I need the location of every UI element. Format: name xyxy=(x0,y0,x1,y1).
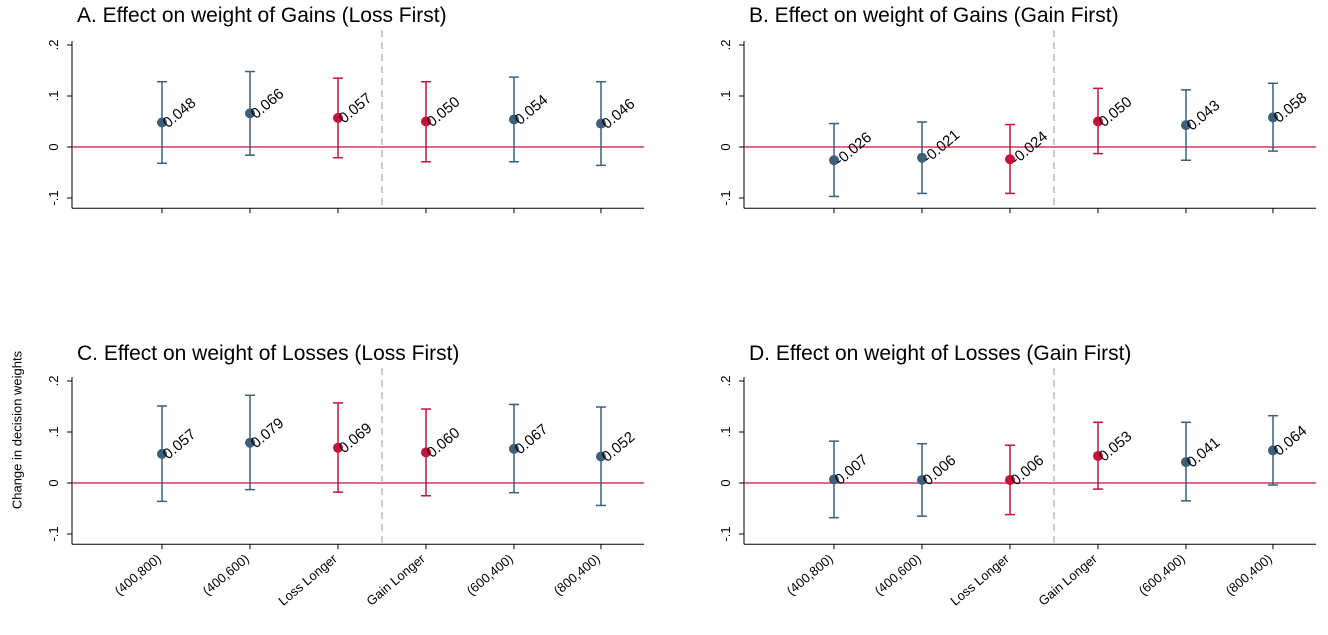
panel-a-point xyxy=(245,108,255,119)
panel-d-y-tick-label: .2 xyxy=(718,376,733,387)
panel-c-data-label: 0.060 xyxy=(424,424,464,461)
panel-a-data-label: 0.046 xyxy=(599,95,639,132)
panel-b-y-tick-label: 0 xyxy=(718,143,733,150)
panel-b-y-tick-label: .2 xyxy=(718,40,733,51)
panel-a-data-label: 0.050 xyxy=(424,93,464,130)
panel-d-x-tick-label: Gain Longer xyxy=(1035,551,1100,609)
panel-c-data-label: 0.069 xyxy=(336,420,376,457)
panel-b-data-label: 0.058 xyxy=(1271,89,1311,126)
panel-d-data-label: 0.053 xyxy=(1096,428,1136,465)
panel-c-point xyxy=(509,443,519,454)
y-axis-label-container: Change in decision weights xyxy=(3,280,33,580)
panel-c-title: C. Effect on weight of Losses (Loss Firs… xyxy=(77,342,459,365)
panel-d: D. Effect on weight of Losses (Gain Firs… xyxy=(718,342,1316,608)
panel-d-point xyxy=(829,474,839,485)
panel-d-point xyxy=(1093,450,1103,461)
panel-c-data-label: 0.057 xyxy=(160,426,200,463)
panel-a-y-tick-label: -.1 xyxy=(46,190,61,205)
panel-d-point xyxy=(1181,457,1191,468)
panel-a: A. Effect on weight of Gains (Loss First… xyxy=(46,4,644,214)
panel-a-data-label: 0.066 xyxy=(248,85,288,122)
panel-b-data-label: -0.024 xyxy=(1008,128,1052,168)
y-axis-label: Change in decision weights xyxy=(9,350,24,509)
panel-c-point xyxy=(245,437,255,448)
panel-c-y-tick-label: -.1 xyxy=(46,526,61,541)
panel-b-data-label: -0.026 xyxy=(832,129,876,169)
panel-c-point xyxy=(157,448,167,459)
panel-c-x-tick-label: (400,600) xyxy=(200,551,252,598)
panel-c-data-label: 0.079 xyxy=(248,415,288,452)
panel-c-point xyxy=(333,442,343,453)
panel-d-x-tick-label: (400,800) xyxy=(784,551,836,598)
panel-c-x-tick-label: Loss Longer xyxy=(275,551,340,609)
panel-d-point xyxy=(1268,445,1278,456)
panel-a-point xyxy=(333,112,343,123)
panel-c-y-tick-label: .2 xyxy=(46,376,61,387)
panel-c-x-tick-label: (600,400) xyxy=(464,551,516,598)
panel-a-point xyxy=(421,116,431,127)
panel-c: C. Effect on weight of Losses (Loss Firs… xyxy=(46,342,644,608)
panel-b-data-label: 0.043 xyxy=(1184,97,1224,134)
panel-c-x-tick-label: Gain Longer xyxy=(363,551,428,609)
panel-c-point xyxy=(596,451,606,462)
panel-a-y-tick-label: .1 xyxy=(46,91,61,102)
panel-d-y-tick-label: 0 xyxy=(718,479,733,486)
panel-a-point xyxy=(157,117,167,128)
panel-d-x-tick-label: (800,400) xyxy=(1223,551,1275,598)
panel-a-data-label: 0.048 xyxy=(160,94,200,131)
panel-c-x-tick-label: (400,800) xyxy=(112,551,164,598)
panel-d-x-tick-label: Loss Longer xyxy=(947,551,1012,609)
panel-d-y-tick-label: .1 xyxy=(718,427,733,438)
panel-d-point xyxy=(917,474,927,485)
panel-c-y-tick-label: .1 xyxy=(46,427,61,438)
panel-d-x-tick-label: (600,400) xyxy=(1136,551,1188,598)
panel-c-data-label: 0.067 xyxy=(512,421,552,458)
panel-b-point xyxy=(1181,120,1191,131)
panel-b-point xyxy=(1268,112,1278,123)
panel-d-data-label: 0.041 xyxy=(1184,434,1224,471)
panel-b-title: B. Effect on weight of Gains (Gain First… xyxy=(749,4,1119,27)
panel-b-point xyxy=(917,152,927,163)
panel-c-data-label: 0.052 xyxy=(599,428,639,465)
panel-d-point xyxy=(1005,474,1015,485)
panel-a-y-tick-label: .2 xyxy=(46,40,61,51)
panel-a-point xyxy=(509,114,519,125)
panel-d-x-tick-label: (400,600) xyxy=(872,551,924,598)
panel-d-data-label: 0.064 xyxy=(1271,422,1311,459)
panel-a-title: A. Effect on weight of Gains (Loss First… xyxy=(77,4,447,27)
panel-a-point xyxy=(596,118,606,129)
panel-a-data-label: 0.057 xyxy=(336,90,376,127)
panel-b-data-label: 0.050 xyxy=(1096,93,1136,130)
panel-d-y-tick-label: -.1 xyxy=(718,526,733,541)
panel-a-y-tick-label: 0 xyxy=(46,143,61,150)
panel-b-point xyxy=(1005,154,1015,165)
panel-c-x-tick-label: (800,400) xyxy=(551,551,603,598)
panel-c-point xyxy=(421,447,431,458)
panel-b-point xyxy=(1093,116,1103,127)
panel-b-y-tick-label: .1 xyxy=(718,91,733,102)
panel-b: B. Effect on weight of Gains (Gain First… xyxy=(718,4,1316,214)
panel-a-data-label: 0.054 xyxy=(512,91,552,128)
panel-b-point xyxy=(829,155,839,166)
panel-b-y-tick-label: -.1 xyxy=(718,190,733,205)
panel-c-y-tick-label: 0 xyxy=(46,479,61,486)
panel-d-title: D. Effect on weight of Losses (Gain Firs… xyxy=(749,342,1131,365)
